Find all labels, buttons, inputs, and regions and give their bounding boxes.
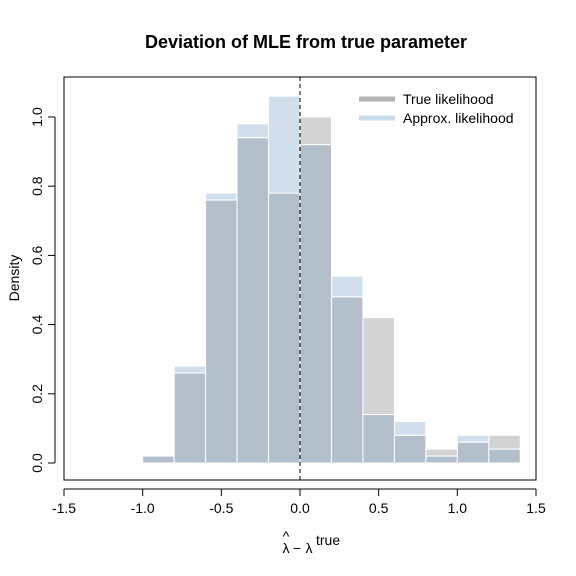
- bar-approx-likelihood: [205, 192, 238, 201]
- bar-true-likelihood: [299, 116, 332, 146]
- x-axis-label-hat: ^: [283, 528, 290, 544]
- y-tick-label: 1.0: [29, 107, 45, 127]
- bar-true-likelihood: [488, 434, 521, 450]
- bar-overlap: [488, 448, 521, 464]
- x-tick-label: 0.5: [369, 500, 389, 516]
- bar-overlap: [456, 441, 490, 464]
- x-axis-label-lambda: λ: [306, 540, 313, 556]
- bar-approx-likelihood: [330, 275, 364, 298]
- bar-true-likelihood: [425, 448, 458, 457]
- x-tick-label: -1.5: [52, 500, 76, 516]
- bar-overlap: [142, 455, 175, 464]
- bar-approx-likelihood: [173, 365, 207, 374]
- plot-frame: [63, 76, 537, 481]
- bar-overlap: [362, 414, 395, 464]
- x-tick-label: 1.0: [448, 500, 468, 516]
- bar-overlap: [236, 137, 270, 464]
- x-tick-label: -0.5: [209, 500, 233, 516]
- bar-overlap: [173, 372, 207, 464]
- y-tick-label: 0.6: [29, 245, 45, 265]
- y-tick-label: 0.0: [29, 453, 45, 473]
- x-axis-label-minus: −: [293, 540, 301, 556]
- series-overlap: [142, 137, 521, 464]
- y-axis: 0.0 0.2 0.4 0.6 0.8 1.0: [29, 107, 56, 473]
- legend-label: Approx. likelihood: [403, 110, 514, 126]
- bar-overlap: [393, 434, 427, 464]
- bar-overlap: [299, 144, 332, 464]
- bar-overlap: [205, 199, 238, 464]
- bar-approx-likelihood: [393, 420, 427, 436]
- x-axis: -1.5 -1.0 -0.5 0.0 0.5 1.0 1.5: [52, 488, 546, 516]
- x-tick-label: -1.0: [131, 500, 155, 516]
- y-tick-label: 0.2: [29, 384, 45, 404]
- y-axis-label: Density: [6, 255, 22, 302]
- bar-approx-likelihood: [268, 95, 301, 194]
- legend: True likelihood Approx. likelihood: [359, 91, 514, 126]
- x-tick-label: 1.5: [526, 500, 546, 516]
- x-axis-label-superscript: true: [316, 532, 340, 548]
- bar-overlap: [425, 455, 458, 464]
- y-tick-label: 0.4: [29, 315, 45, 335]
- x-axis-label: ^ λ − λ true: [283, 528, 341, 556]
- bar-true-likelihood: [362, 317, 395, 416]
- y-tick-label: 0.8: [29, 176, 45, 196]
- bar-overlap: [330, 296, 364, 464]
- bar-approx-likelihood: [236, 123, 270, 139]
- legend-label: True likelihood: [403, 91, 494, 107]
- bar-overlap: [268, 192, 301, 464]
- x-axis-label-lambda-hat: λ: [283, 540, 290, 556]
- series-true-likelihood: [299, 116, 521, 457]
- chart-title: Deviation of MLE from true parameter: [145, 32, 467, 52]
- x-tick-label: 0.0: [290, 500, 310, 516]
- bar-approx-likelihood: [456, 434, 490, 443]
